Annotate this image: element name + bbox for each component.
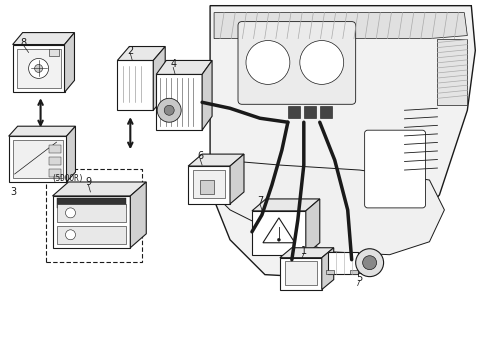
Text: 6: 6: [197, 151, 203, 161]
Polygon shape: [188, 166, 230, 204]
Text: 3: 3: [11, 187, 17, 197]
Polygon shape: [153, 46, 165, 110]
Circle shape: [164, 105, 174, 115]
Bar: [48, 169, 60, 177]
Circle shape: [35, 64, 43, 72]
Bar: [57, 226, 126, 244]
Bar: [285, 261, 317, 285]
Polygon shape: [210, 6, 475, 278]
Bar: [48, 49, 59, 57]
Circle shape: [65, 208, 75, 218]
Text: 5: 5: [357, 273, 363, 283]
Bar: [328, 252, 358, 274]
Polygon shape: [252, 199, 320, 211]
Circle shape: [246, 41, 290, 84]
Bar: [288, 106, 300, 118]
Circle shape: [300, 41, 344, 84]
Bar: [57, 198, 126, 208]
Text: 1: 1: [301, 246, 307, 256]
Polygon shape: [117, 60, 153, 110]
Text: 8: 8: [21, 37, 27, 48]
Bar: [304, 106, 316, 118]
Text: 9: 9: [85, 177, 92, 187]
Polygon shape: [280, 248, 334, 258]
Circle shape: [29, 58, 48, 78]
Polygon shape: [252, 211, 306, 255]
Text: (5DOOR): (5DOOR): [51, 174, 84, 183]
Polygon shape: [306, 199, 320, 255]
Polygon shape: [280, 258, 322, 289]
Polygon shape: [263, 218, 295, 243]
Polygon shape: [52, 182, 146, 196]
Polygon shape: [437, 39, 468, 105]
Polygon shape: [117, 46, 165, 60]
Bar: [193, 170, 225, 198]
Bar: [17, 49, 60, 88]
Circle shape: [356, 249, 384, 276]
Polygon shape: [230, 154, 244, 204]
Polygon shape: [202, 60, 212, 130]
Bar: [57, 204, 126, 222]
Text: 4: 4: [170, 59, 176, 69]
Bar: [350, 270, 358, 274]
Polygon shape: [9, 136, 67, 182]
Polygon shape: [12, 32, 74, 45]
Polygon shape: [210, 160, 444, 255]
Text: 2: 2: [127, 45, 133, 55]
Polygon shape: [156, 75, 202, 130]
Polygon shape: [52, 196, 130, 248]
Circle shape: [363, 256, 377, 270]
Circle shape: [65, 230, 75, 240]
Polygon shape: [214, 13, 468, 39]
Polygon shape: [12, 45, 64, 92]
Bar: [326, 270, 334, 274]
Polygon shape: [67, 126, 75, 182]
Polygon shape: [156, 60, 212, 75]
Bar: [320, 106, 332, 118]
Polygon shape: [130, 182, 146, 248]
Polygon shape: [188, 154, 244, 166]
Bar: [48, 157, 60, 165]
Bar: [12, 140, 62, 178]
Circle shape: [157, 98, 181, 122]
Polygon shape: [64, 32, 74, 92]
FancyBboxPatch shape: [365, 130, 425, 208]
Text: 7: 7: [257, 196, 263, 206]
FancyBboxPatch shape: [238, 22, 356, 104]
Polygon shape: [322, 248, 334, 289]
Circle shape: [277, 238, 280, 241]
Polygon shape: [9, 126, 75, 136]
Bar: [200, 180, 214, 194]
Bar: [48, 145, 60, 153]
